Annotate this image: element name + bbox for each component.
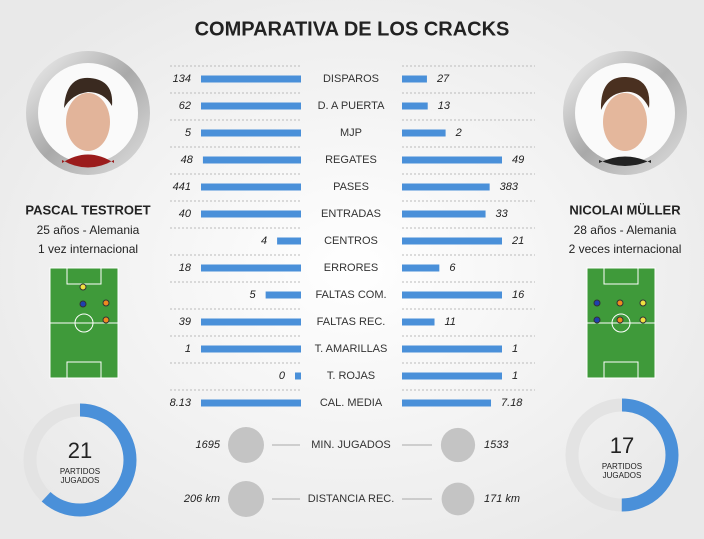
total-value: 1533 (484, 439, 509, 451)
bar (201, 318, 301, 326)
value-label: 48 (181, 154, 194, 166)
bar (402, 156, 502, 164)
stat-label: REGATES (325, 154, 377, 166)
value-label: 27 (436, 73, 450, 85)
stat-label: D. A PUERTA (318, 100, 386, 112)
value-label: 39 (179, 316, 191, 328)
bar (201, 129, 301, 137)
stat-label: CENTROS (324, 235, 378, 247)
total-value: 171 km (484, 493, 520, 505)
bar (402, 210, 486, 218)
value-label: 33 (496, 208, 509, 220)
bar (201, 399, 301, 407)
total-circle (441, 482, 475, 516)
pitch-right (586, 267, 656, 379)
stat-label: DISPAROS (323, 73, 379, 85)
stat-label: FALTAS COM. (315, 289, 386, 301)
value-label: 383 (500, 181, 519, 193)
bar (402, 291, 502, 299)
total-label: MIN. JUGADOS (311, 439, 390, 451)
value-label: 8.13 (170, 397, 192, 409)
stat-label: CAL. MEDIA (320, 397, 383, 409)
games-label: JUGADOS (61, 476, 100, 485)
total-value: 1695 (196, 439, 221, 451)
value-label: 21 (511, 235, 524, 247)
ring (23, 403, 137, 517)
bar (202, 156, 301, 164)
bar (402, 399, 492, 407)
bar (277, 237, 301, 245)
value-label: 5 (185, 127, 192, 139)
value-label: 13 (438, 100, 451, 112)
value-label: 6 (449, 262, 456, 274)
total-circle (440, 427, 476, 463)
player-info: 28 años - Alemania (574, 223, 677, 237)
stat-label: MJP (340, 127, 362, 139)
total-value: 206 km (183, 493, 220, 505)
stat-label: FALTAS REC. (317, 316, 386, 328)
bar (201, 75, 301, 83)
photo-left (26, 51, 150, 175)
games-value: 21 (68, 438, 92, 463)
value-label: 1 (512, 343, 518, 355)
player-name: NICOLAI MÜLLER (569, 202, 681, 217)
stat-label: PASES (333, 181, 369, 193)
games-label: PARTIDOS (60, 467, 100, 476)
value-label: 0 (279, 370, 286, 382)
bar (402, 183, 490, 191)
bar (402, 129, 446, 137)
value-label: 49 (512, 154, 524, 166)
bar (402, 102, 428, 110)
value-label: 134 (173, 73, 191, 85)
stat-label: ERRORES (324, 262, 378, 274)
player-info: 25 años - Alemania (37, 223, 140, 237)
bar (201, 264, 301, 272)
total-circle (228, 481, 264, 517)
stat-label: T. AMARILLAS (315, 343, 388, 355)
games-label: PARTIDOS (602, 462, 642, 471)
player-name: PASCAL TESTROET (25, 202, 150, 217)
bar (201, 102, 301, 110)
bar (265, 291, 301, 299)
bar (201, 183, 301, 191)
bar (402, 318, 435, 326)
games-label: JUGADOS (603, 471, 642, 480)
value-label: 7.18 (501, 397, 523, 409)
title: COMPARATIVA DE LOS CRACKS (195, 18, 510, 40)
bar (295, 372, 301, 380)
bar (402, 264, 440, 272)
bar (201, 210, 301, 218)
value-label: 2 (455, 127, 462, 139)
bar (402, 75, 427, 83)
value-label: 18 (179, 262, 192, 274)
total-circle (228, 427, 264, 463)
stat-label: T. ROJAS (327, 370, 375, 382)
games-value: 17 (610, 433, 634, 458)
value-label: 16 (512, 289, 525, 301)
bar (201, 345, 301, 353)
pitch-left (49, 267, 119, 379)
value-label: 40 (179, 208, 192, 220)
bar (402, 345, 502, 353)
value-label: 5 (250, 289, 257, 301)
stat-label: ENTRADAS (321, 208, 381, 220)
bar (402, 372, 502, 380)
value-label: 11 (445, 316, 456, 328)
player-info: 2 veces internacional (569, 242, 682, 256)
photo-right (563, 51, 687, 175)
bar (402, 237, 502, 245)
total-label: DISTANCIA REC. (308, 493, 395, 505)
value-label: 4 (261, 235, 267, 247)
ring (565, 398, 679, 512)
value-label: 62 (179, 100, 191, 112)
value-label: 1 (185, 343, 191, 355)
value-label: 1 (512, 370, 518, 382)
player-info: 1 vez internacional (38, 242, 138, 256)
value-label: 441 (173, 181, 191, 193)
